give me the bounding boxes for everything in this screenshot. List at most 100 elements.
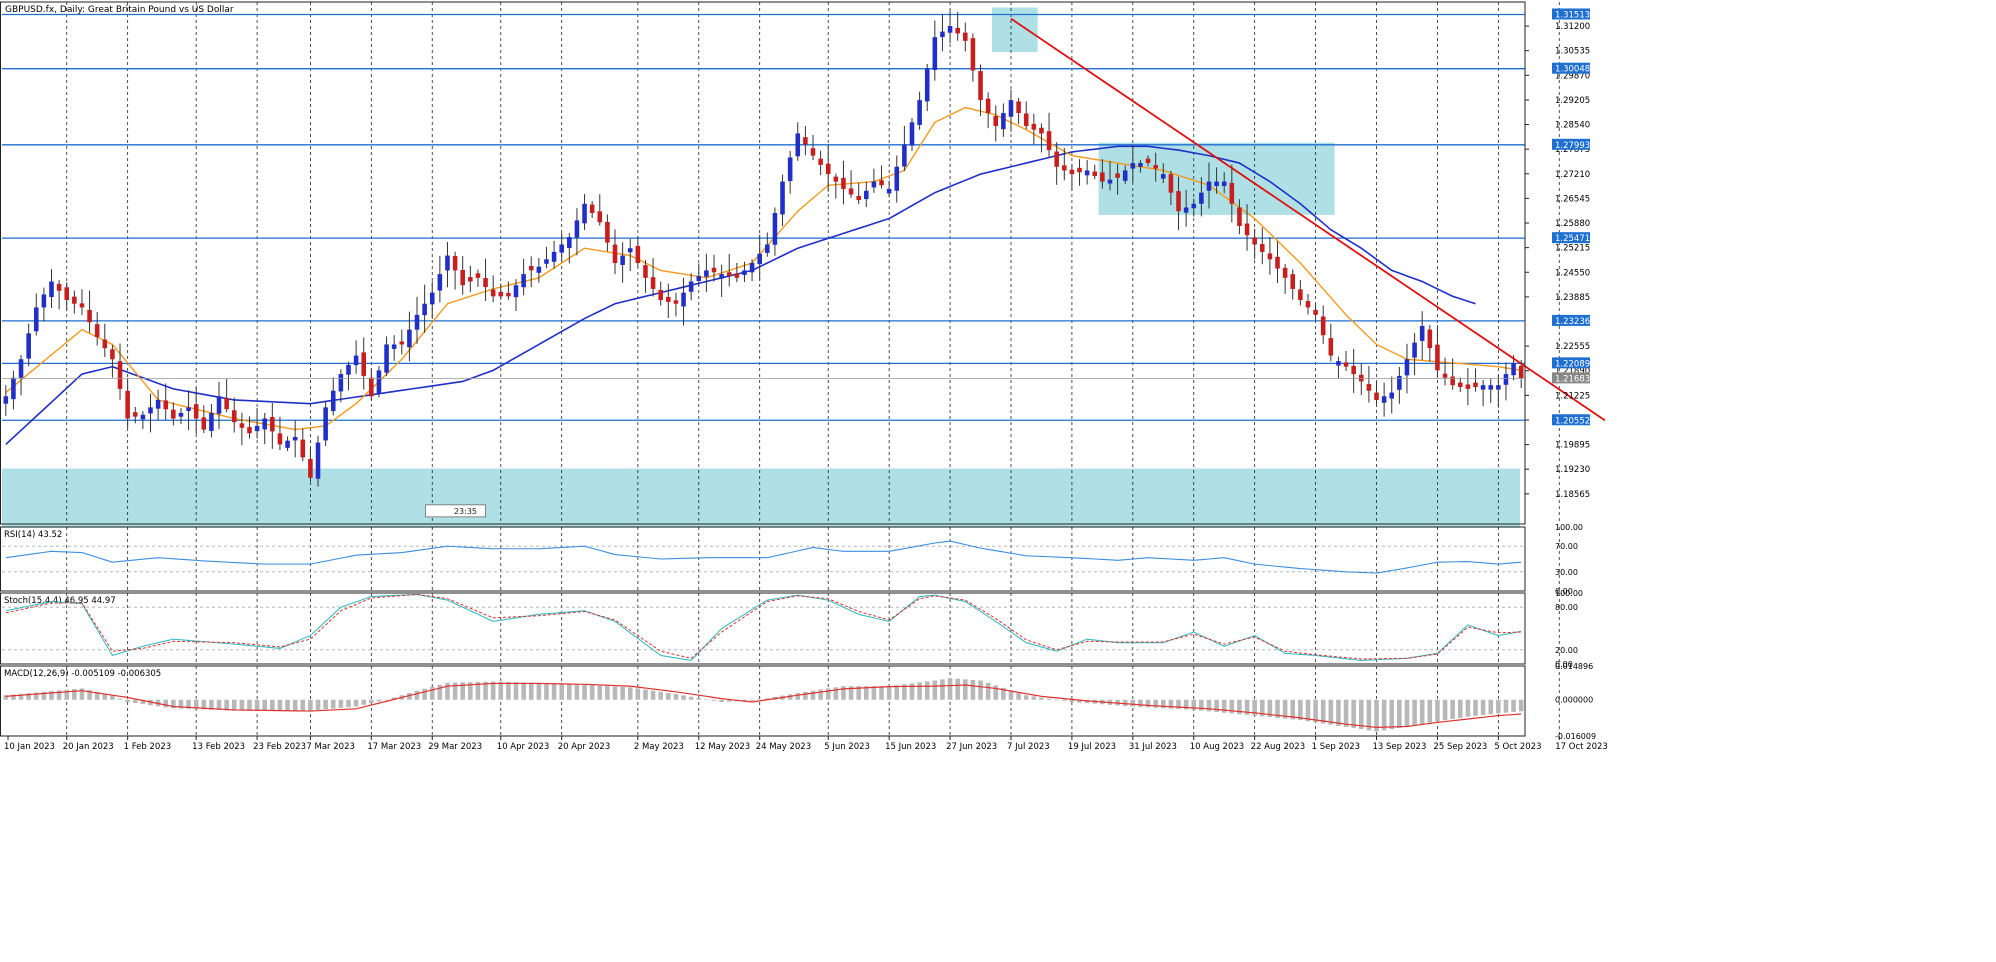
candle-body — [407, 329, 412, 348]
candle — [1115, 163, 1120, 195]
candle — [1176, 176, 1181, 230]
rsi-scale-label: 0.00 — [1555, 587, 1573, 596]
macd-histogram-bar — [1374, 699, 1379, 732]
macd-histogram-bar — [163, 699, 169, 708]
candle — [353, 340, 359, 374]
level-price-label: 1.31513 — [1555, 10, 1590, 20]
candle-body — [1084, 170, 1090, 176]
candle-body — [1161, 174, 1166, 179]
macd-histogram-bar — [1016, 692, 1021, 700]
candle-body — [1145, 158, 1151, 164]
candle-body — [3, 396, 9, 404]
horizontal-levels — [2, 13, 1525, 421]
macd-histogram-bar — [1191, 699, 1197, 710]
candle — [1442, 357, 1448, 386]
candle — [1313, 304, 1318, 321]
candle-body — [871, 181, 877, 188]
macd-histogram-bar — [384, 699, 389, 701]
macd-histogram-bar — [1259, 699, 1265, 717]
candle — [1084, 160, 1090, 185]
candle-body — [1511, 362, 1516, 376]
candle-body — [216, 396, 222, 414]
candle-body — [1001, 113, 1006, 130]
candle-body — [1450, 376, 1455, 386]
candle-body — [726, 272, 732, 276]
macd-histogram-bar — [1518, 699, 1524, 712]
macd-histogram-bar — [726, 699, 732, 702]
candle — [1191, 198, 1197, 217]
time-label: 12 May 2023 — [695, 742, 750, 752]
candle-body — [338, 374, 344, 392]
stoch-scale-label: 100.00 — [1555, 589, 1583, 598]
macd-signal-line — [5, 682, 1522, 728]
candle — [125, 377, 130, 429]
candle-body — [825, 163, 831, 175]
candle-body — [41, 294, 47, 308]
macd-histogram-bar — [567, 684, 572, 700]
candle — [1183, 189, 1189, 227]
candle — [1457, 377, 1463, 392]
candle — [117, 343, 123, 400]
candle-body — [940, 31, 945, 38]
candle — [483, 258, 488, 302]
time-label: 17 Oct 2023 — [1555, 742, 1608, 752]
macd-histogram-bar — [635, 688, 641, 700]
candle-body — [1412, 342, 1417, 358]
candle-body — [1023, 113, 1029, 127]
candle-body — [468, 277, 473, 282]
level-price-label: 1.23236 — [1555, 317, 1590, 327]
macd-histogram-bar — [1054, 699, 1059, 701]
macd-histogram-bar — [643, 689, 648, 700]
level-price-label: 1.27993 — [1555, 141, 1590, 151]
candle-body — [917, 100, 922, 125]
macd-histogram-bar — [833, 687, 839, 700]
rsi-scale-label: 30.00 — [1555, 568, 1578, 577]
macd-histogram-bar — [178, 699, 184, 709]
candle-body — [1290, 274, 1296, 289]
macd-histogram-bar — [658, 691, 663, 700]
candle-body — [1122, 170, 1128, 181]
candle-body — [955, 27, 960, 34]
candle — [247, 416, 252, 439]
macd-histogram-bar — [468, 682, 473, 700]
macd-histogram-bar — [460, 682, 465, 700]
level-price-tag — [1552, 8, 1590, 20]
candle-body — [757, 253, 762, 265]
macd-histogram-bar — [3, 695, 9, 700]
candle — [1427, 325, 1433, 362]
candle — [148, 393, 153, 433]
macd-histogram-bar — [1069, 699, 1075, 703]
candle-body — [574, 220, 580, 238]
price-label: 1.18565 — [1555, 490, 1590, 500]
candle-body — [963, 32, 968, 41]
candle-body — [110, 349, 115, 360]
macd-histogram-bar — [536, 682, 542, 700]
candle — [422, 284, 427, 333]
candle — [734, 262, 740, 283]
candle — [468, 265, 473, 292]
candle-body — [1419, 325, 1425, 341]
candle-body — [178, 412, 184, 417]
candle — [64, 282, 70, 311]
macd-histogram-bar — [1511, 699, 1516, 712]
candle-body — [970, 38, 976, 71]
macd-histogram-bar — [1488, 699, 1494, 715]
candle-body — [1046, 131, 1052, 151]
candle — [932, 20, 938, 81]
candle — [209, 404, 214, 438]
candle-body — [1252, 237, 1257, 245]
candle — [201, 405, 207, 433]
candle — [879, 165, 884, 189]
macd-histogram-bar — [1001, 687, 1006, 700]
macd-histogram-bar — [795, 692, 801, 700]
macd-title: MACD(12,26,9) -0.005109 -0.006305 — [4, 669, 161, 679]
candle-body — [1298, 289, 1303, 301]
candle-body — [1031, 123, 1037, 130]
candle — [528, 256, 534, 288]
level-price-label: 1.22089 — [1555, 359, 1590, 369]
candle — [780, 174, 785, 227]
macd-histogram-bar — [231, 699, 237, 711]
level-price-label: 1.25471 — [1555, 234, 1590, 244]
time-label: 7 Mar 2023 — [306, 742, 354, 752]
